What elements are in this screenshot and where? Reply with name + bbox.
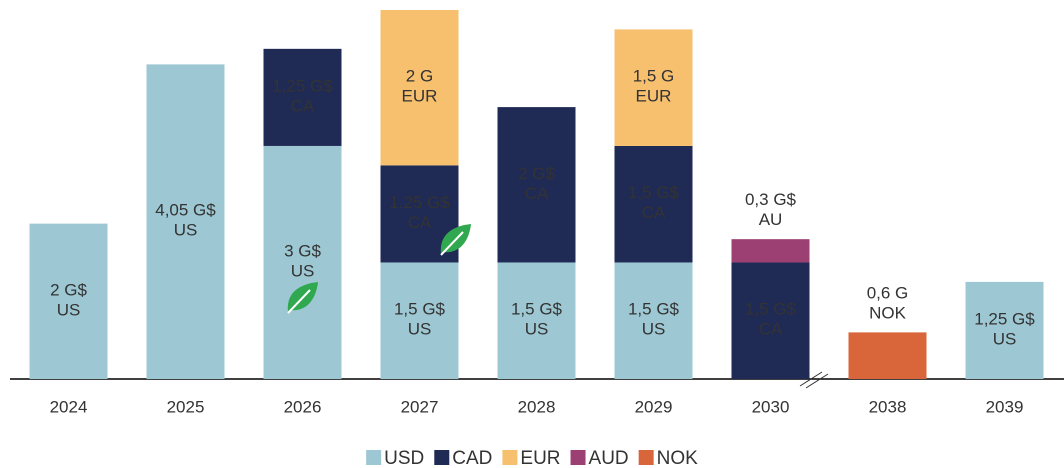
bar-segment	[146, 64, 225, 380]
data-label: 1,5 G$ CA	[745, 300, 797, 339]
legend-label: CAD	[452, 448, 492, 468]
x-tick-label: 2026	[284, 397, 322, 416]
bar-segment	[731, 239, 810, 263]
bar-segment	[497, 107, 576, 263]
legend-label: USD	[384, 448, 424, 468]
leaf-vein	[440, 231, 464, 256]
legend-item: NOK	[638, 448, 699, 468]
data-label: 1,25 G$ CA	[272, 77, 333, 116]
bar-segment	[731, 262, 810, 379]
data-label: 2 G EUR	[402, 67, 438, 106]
legend-item: EUR	[502, 448, 561, 468]
x-tick-label: 2027	[401, 397, 439, 416]
data-label: 2 G$ US	[50, 281, 87, 320]
leaf-vein	[287, 289, 311, 314]
data-label: 1,5 G$ US	[511, 300, 563, 339]
data-label: 3 G$ US	[284, 242, 321, 281]
data-label: 1,5 G$ US	[394, 300, 446, 339]
data-label: 2 G$ CA	[518, 164, 555, 203]
green-bond-icons	[287, 224, 471, 314]
legend-swatch	[502, 450, 518, 465]
data-label: 1,5 G$ CA	[628, 184, 680, 223]
x-tick-label: 2038	[869, 397, 907, 416]
legend-item: CAD	[434, 448, 492, 468]
x-tick-label: 2024	[50, 397, 88, 416]
data-label: 0,6 G NOK	[867, 284, 909, 323]
legend-item: USD	[366, 448, 424, 468]
legend-label: EUR	[520, 448, 560, 468]
legend-item: AUD	[570, 448, 629, 468]
legend-label: NOK	[657, 448, 699, 468]
legend-swatch	[366, 450, 382, 465]
bar-segment	[848, 332, 927, 379]
data-label: 4,05 G$ US	[155, 201, 216, 240]
bar-segment	[614, 145, 693, 263]
bar-segment	[614, 262, 693, 379]
data-label: 1,5 G$ US	[628, 300, 680, 339]
legend-swatch	[638, 450, 654, 465]
legend-label: AUD	[589, 448, 629, 468]
legend-swatch	[434, 450, 450, 465]
bar-segment	[29, 223, 108, 379]
x-tick-label: 2028	[518, 397, 556, 416]
x-tick-label: 2029	[635, 397, 673, 416]
legend: USD CAD EUR AUD NOK	[366, 448, 698, 468]
bar-segment	[380, 262, 459, 379]
x-tick-label: 2039	[986, 397, 1024, 416]
data-label: 1,25 G$ CA	[389, 193, 450, 232]
bar-segment	[263, 145, 342, 379]
bar-segment	[380, 10, 459, 166]
bar-segment	[263, 48, 342, 146]
data-label: 1,5 G EUR	[633, 67, 675, 106]
data-label: 0,3 G$ AU	[745, 191, 797, 230]
x-tick-label: 2030	[752, 397, 790, 416]
bars	[29, 10, 1044, 380]
bar-segment	[497, 262, 576, 379]
legend-swatch	[570, 450, 586, 465]
data-label: 1,25 G$ US	[974, 310, 1035, 349]
x-tick-label: 2025	[167, 397, 205, 416]
bar-segment	[614, 29, 693, 146]
bar-segment	[965, 281, 1044, 379]
axis-break	[799, 371, 829, 389]
